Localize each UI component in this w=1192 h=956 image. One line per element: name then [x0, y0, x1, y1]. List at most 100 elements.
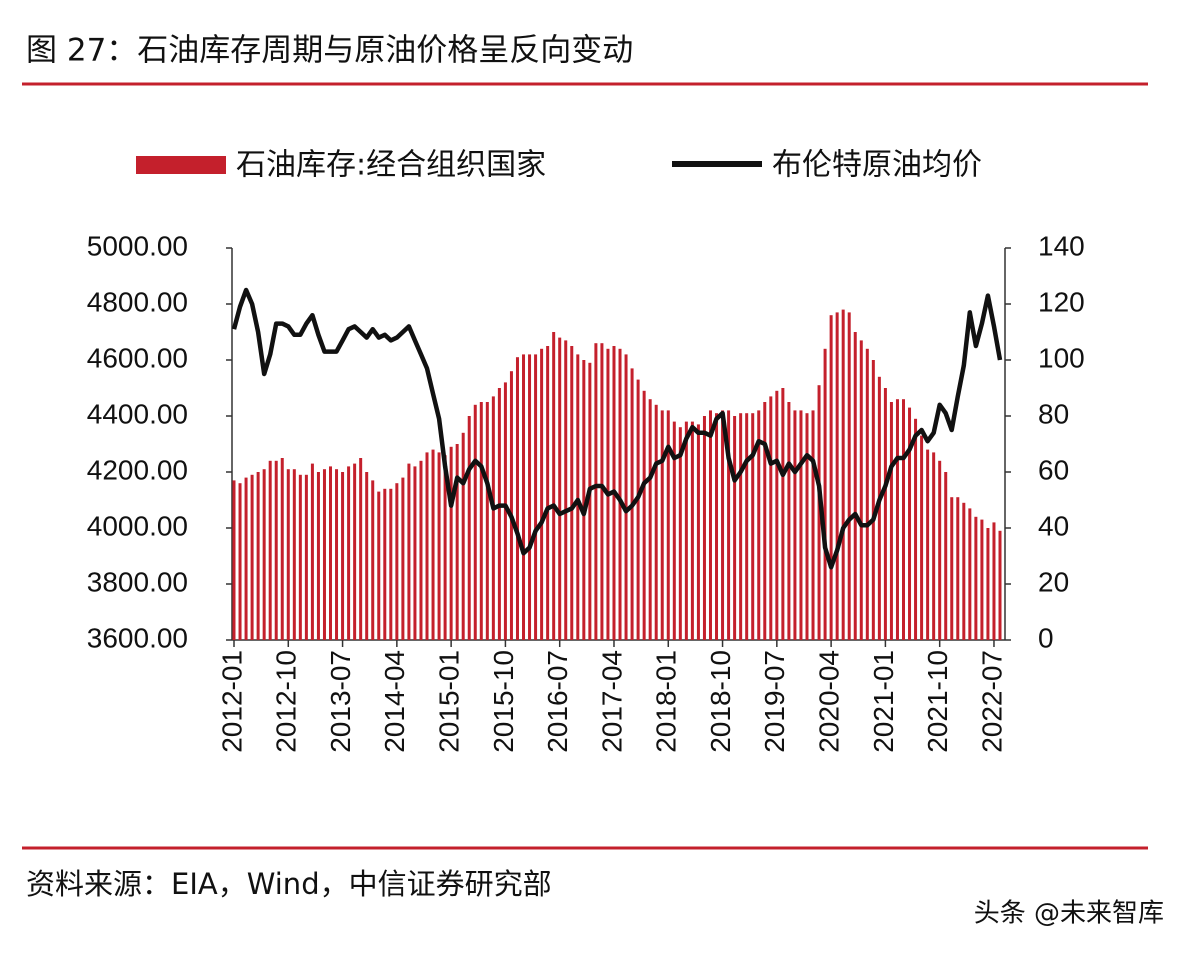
bar — [316, 472, 320, 640]
bar — [341, 472, 345, 640]
bar — [865, 348, 869, 640]
bar — [576, 354, 580, 640]
bar — [280, 458, 284, 640]
bar — [329, 466, 333, 640]
bar — [654, 404, 658, 640]
bar — [335, 469, 339, 640]
y-tick-label: 4400.00 — [87, 398, 188, 429]
bar — [522, 354, 526, 640]
x-tick-label: 2018-01 — [651, 650, 682, 753]
x-tick-label: 2017-04 — [596, 650, 627, 753]
bar — [914, 418, 918, 640]
bar — [721, 410, 725, 640]
bar — [371, 480, 375, 640]
bar — [431, 449, 435, 640]
y2-tick-label: 140 — [1038, 230, 1085, 261]
bar — [449, 446, 453, 640]
x-tick-label: 2013-07 — [325, 650, 356, 753]
y2-tick-label: 120 — [1038, 286, 1085, 317]
bar — [998, 530, 1002, 640]
bar — [461, 432, 465, 640]
bar — [678, 427, 682, 640]
bar — [980, 519, 984, 640]
bar — [733, 416, 737, 640]
bar — [775, 390, 779, 640]
bar — [841, 309, 845, 640]
bar — [256, 472, 260, 640]
bar — [552, 332, 556, 640]
bar — [347, 466, 351, 640]
bar — [389, 488, 393, 640]
bar — [660, 410, 664, 640]
bar — [310, 463, 314, 640]
bar — [847, 312, 851, 640]
bar — [793, 410, 797, 640]
bar — [485, 402, 489, 640]
bar — [359, 458, 363, 640]
y2-tick-label: 80 — [1038, 398, 1069, 429]
bar — [250, 474, 254, 640]
bar — [540, 348, 544, 640]
bar — [690, 421, 694, 640]
bar — [926, 449, 930, 640]
bar — [859, 340, 863, 640]
y2-tick-label: 0 — [1038, 622, 1054, 653]
bar — [534, 354, 538, 640]
y-tick-label: 3600.00 — [87, 622, 188, 653]
source-note: 资料来源：EIA，Wind，中信证券研究部 — [26, 867, 552, 901]
bar — [636, 379, 640, 640]
bar — [262, 469, 266, 640]
bar — [503, 382, 507, 640]
bar — [304, 474, 308, 640]
bar — [473, 404, 477, 640]
x-tick-label: 2016-07 — [542, 650, 573, 753]
bar — [479, 402, 483, 640]
bar — [377, 491, 381, 640]
bar — [383, 488, 387, 640]
bar — [425, 452, 429, 640]
bar — [757, 410, 761, 640]
bar — [751, 413, 755, 640]
legend-label: 石油库存:经合组织国家 — [236, 148, 546, 183]
bar — [962, 502, 966, 640]
bar — [407, 463, 411, 640]
bar — [932, 452, 936, 640]
bar — [491, 396, 495, 640]
bar — [497, 388, 501, 640]
x-tick-label: 2015-01 — [434, 650, 465, 753]
bar — [835, 312, 839, 640]
bar — [950, 497, 954, 640]
y-tick-label: 4800.00 — [87, 286, 188, 317]
bar — [274, 460, 278, 640]
bar — [889, 402, 893, 640]
y-tick-label: 4200.00 — [87, 454, 188, 485]
bar — [298, 474, 302, 640]
bar — [353, 463, 357, 640]
bar — [696, 424, 700, 640]
x-tick-label: 2018-10 — [705, 650, 736, 753]
price-line — [231, 287, 1003, 570]
bar — [956, 497, 960, 640]
legend-swatch — [136, 156, 226, 174]
x-tick-label: 2021-01 — [868, 650, 899, 753]
bar — [268, 460, 272, 640]
bar — [322, 469, 326, 640]
bar — [799, 410, 803, 640]
bar — [564, 340, 568, 640]
bar — [883, 388, 887, 640]
x-tick-label: 2012-01 — [216, 650, 247, 753]
bar — [292, 469, 296, 640]
x-tick-label: 2015-10 — [488, 650, 519, 753]
bar — [745, 413, 749, 640]
y2-tick-label: 100 — [1038, 342, 1085, 373]
bar — [672, 421, 676, 640]
x-tick-label: 2012-10 — [271, 650, 302, 753]
bar — [600, 343, 604, 640]
bar — [395, 483, 399, 640]
bar — [238, 483, 242, 640]
bar — [570, 346, 574, 640]
bar — [871, 360, 875, 640]
x-tick-label: 2014-04 — [379, 650, 410, 753]
bar — [829, 315, 833, 640]
y2-tick-label: 20 — [1038, 566, 1069, 597]
